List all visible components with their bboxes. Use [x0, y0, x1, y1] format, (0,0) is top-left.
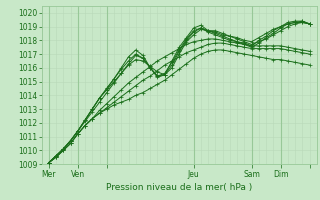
- X-axis label: Pression niveau de la mer( hPa ): Pression niveau de la mer( hPa ): [106, 183, 252, 192]
